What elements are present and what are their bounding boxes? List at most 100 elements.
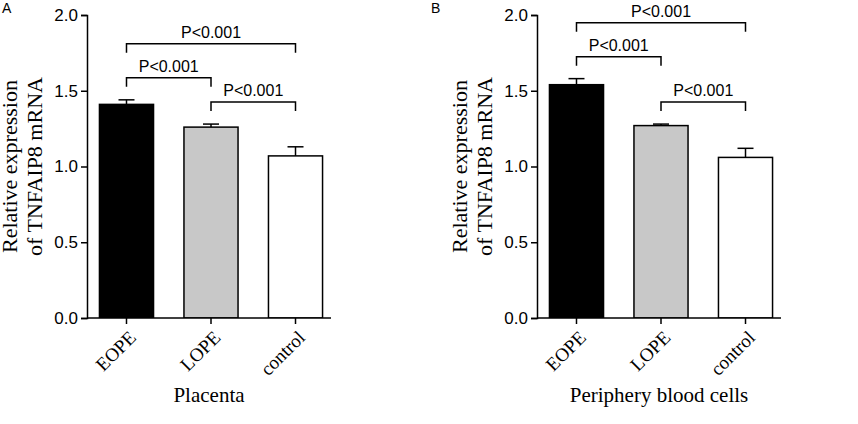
x-tick: control: [256, 318, 309, 380]
y-tick-mark: [531, 166, 537, 168]
x-tick-label: LOPE: [626, 327, 674, 375]
significance-label: P<0.001: [589, 37, 649, 54]
error-cap: [738, 148, 754, 150]
y-tick-mark: [531, 242, 537, 244]
error-cap: [118, 99, 134, 101]
x-axis-title: Periphery blood cells: [570, 383, 748, 407]
y-tick-label: 2.0: [504, 6, 528, 25]
error-bar: [118, 100, 134, 105]
x-tick-mark: [745, 318, 747, 324]
y-tick-mark: [81, 318, 87, 320]
x-axis-line: [87, 317, 331, 319]
significance-bracket: [126, 44, 295, 53]
error-bar: [288, 147, 304, 156]
y-tick-label: 2.0: [54, 6, 78, 25]
significance-bracket: [126, 78, 211, 87]
significance-bracket: [576, 57, 661, 66]
x-axis: EOPE LOPE control: [87, 318, 331, 380]
y-axis: 0.0 0.5 1.0 1.5 2.0: [504, 6, 537, 328]
y-tick: 1.0: [504, 157, 537, 176]
error-bar: [738, 148, 754, 157]
significance-bracket: [576, 23, 745, 32]
y-tick-label: 0.0: [54, 309, 78, 328]
y-tick-label: 0.0: [504, 309, 528, 328]
bar: [634, 126, 688, 318]
x-axis: EOPE LOPE control: [537, 318, 781, 380]
x-tick: control: [706, 318, 759, 380]
y-axis-title: of TNFAIP8 mRNA: [22, 77, 47, 256]
error-cap: [288, 146, 304, 148]
panel: 0.0 0.5 1.0 1.5 2.0 EOPE LOPE control Relative e…: [431, 0, 781, 407]
x-tick-mark: [126, 318, 128, 324]
x-axis-line: [537, 317, 781, 319]
panel-label: B: [431, 0, 440, 16]
y-tick: 1.5: [504, 82, 537, 101]
y-tick: 1.0: [54, 157, 87, 176]
y-tick-label: 1.0: [504, 157, 528, 176]
error-cap: [653, 123, 669, 125]
x-tick: LOPE: [176, 318, 224, 375]
significance-bracket: [661, 102, 746, 111]
panel-label: A: [2, 0, 12, 16]
x-tick-mark: [660, 318, 662, 324]
y-tick-mark: [81, 242, 87, 244]
bar: [549, 85, 603, 318]
y-tick: 1.5: [54, 82, 87, 101]
error-stem: [576, 79, 578, 85]
bar: [268, 156, 322, 318]
error-bar: [203, 124, 219, 127]
x-tick-label: control: [256, 327, 309, 380]
x-tick-label: EOPE: [92, 327, 140, 375]
y-tick-mark: [531, 15, 537, 17]
y-axis-line: [531, 16, 538, 319]
figure: 0.0 0.5 1.0 1.5 2.0 EOPE LOPE control Relative e…: [0, 0, 858, 424]
significance-label: P<0.001: [223, 82, 283, 99]
y-tick: 0.0: [54, 309, 87, 328]
error-stem: [295, 147, 297, 156]
y-axis-title: Relative expression: [0, 80, 22, 253]
error-bar: [653, 124, 669, 126]
y-tick-mark: [531, 318, 537, 320]
significance-label: P<0.001: [673, 82, 733, 99]
y-tick-label: 0.5: [54, 233, 78, 252]
y-tick-label: 1.0: [54, 157, 78, 176]
x-tick-label: EOPE: [542, 327, 590, 375]
x-tick: EOPE: [542, 318, 590, 375]
marks: [549, 79, 772, 318]
y-axis: 0.0 0.5 1.0 1.5 2.0: [54, 6, 87, 328]
error-stem: [745, 148, 747, 157]
y-tick: 0.5: [54, 233, 87, 252]
y-tick-label: 1.5: [54, 82, 78, 101]
error-cap: [203, 123, 219, 125]
x-tick: LOPE: [626, 318, 674, 375]
y-tick-label: 0.5: [504, 233, 528, 252]
y-axis-line: [81, 16, 88, 319]
significance-bracket: [211, 102, 296, 111]
x-tick-label: control: [706, 327, 759, 380]
bar: [718, 157, 772, 318]
y-axis-title: Relative expression: [447, 80, 472, 253]
error-bar: [568, 79, 584, 85]
y-tick: 0.5: [504, 233, 537, 252]
x-tick-mark: [210, 318, 212, 324]
y-tick-mark: [81, 166, 87, 168]
x-tick-label: LOPE: [176, 327, 224, 375]
x-axis-title: Placenta: [173, 383, 245, 407]
error-cap: [568, 78, 584, 80]
significance-label: P<0.001: [181, 24, 241, 41]
x-tick: EOPE: [92, 318, 140, 375]
y-tick: 2.0: [54, 6, 87, 25]
y-tick-label: 1.5: [504, 82, 528, 101]
y-axis-title: of TNFAIP8 mRNA: [472, 77, 497, 256]
bar: [184, 127, 238, 318]
y-tick-mark: [81, 15, 87, 17]
panel: 0.0 0.5 1.0 1.5 2.0 EOPE LOPE control Relative e…: [0, 0, 331, 407]
significance-label: P<0.001: [631, 3, 691, 20]
x-tick-mark: [295, 318, 297, 324]
significance-label: P<0.001: [139, 58, 199, 75]
y-tick-mark: [531, 91, 537, 93]
y-tick: 2.0: [504, 6, 537, 25]
y-tick-mark: [81, 91, 87, 93]
y-tick: 0.0: [504, 309, 537, 328]
bar: [99, 104, 153, 318]
